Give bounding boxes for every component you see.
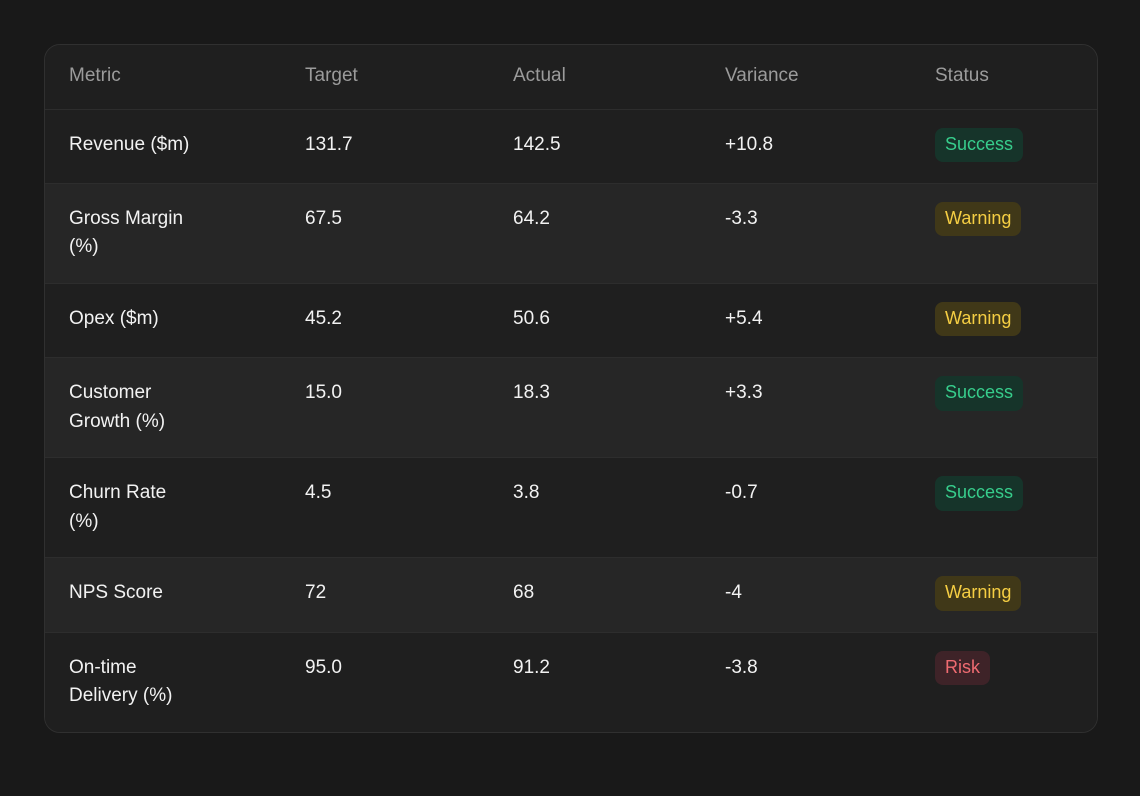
target-value: 4.5 [305, 482, 332, 504]
table-row: Churn Rate (%) 4.5 3.8 -0.7 Success [45, 457, 1097, 558]
status-badge: Success [935, 376, 1024, 411]
column-header-variance: Variance [701, 45, 911, 109]
status-badge: Success [935, 476, 1024, 511]
variance-value: -0.7 [725, 482, 758, 504]
target-value: 15.0 [305, 382, 342, 404]
table-row: Opex ($m) 45.2 50.6 +5.4 Warning [45, 283, 1097, 358]
metrics-table-card: Metric Target Actual Variance Status Rev… [44, 44, 1098, 733]
actual-value: 50.6 [513, 307, 550, 329]
table-row: NPS Score 72 68 -4 Warning [45, 557, 1097, 633]
column-header-metric: Metric [45, 45, 281, 109]
metric-name: NPS Score [69, 582, 163, 604]
actual-value: 18.3 [513, 382, 550, 404]
status-badge: Warning [935, 576, 1022, 611]
table-row: Gross Margin (%) 67.5 64.2 -3.3 Warning [45, 183, 1097, 284]
status-badge: Warning [935, 201, 1022, 237]
variance-value: +10.8 [725, 133, 774, 155]
metric-name: Gross Margin (%) [69, 207, 184, 258]
actual-value: 91.2 [513, 656, 550, 678]
metric-name: Customer Growth (%) [69, 382, 166, 432]
variance-value: -3.8 [725, 656, 758, 678]
metric-name: On-time Delivery (%) [69, 656, 173, 707]
table-row: Customer Growth (%) 15.0 18.3 +3.3 Succe… [45, 357, 1097, 458]
column-header-target: Target [281, 45, 489, 109]
actual-value: 64.2 [513, 207, 550, 229]
metric-name: Churn Rate (%) [69, 482, 167, 532]
variance-value: +3.3 [725, 382, 763, 404]
metric-name: Opex ($m) [69, 307, 159, 329]
target-value: 72 [305, 582, 327, 604]
status-badge: Success [935, 127, 1024, 162]
actual-value: 68 [513, 582, 535, 604]
table-row: On-time Delivery (%) 95.0 91.2 -3.8 Risk [45, 632, 1097, 732]
column-header-actual: Actual [489, 45, 701, 109]
target-value: 131.7 [305, 133, 353, 155]
status-badge: Risk [935, 650, 990, 686]
metric-name: Revenue ($m) [69, 133, 190, 155]
target-value: 67.5 [305, 207, 342, 229]
variance-value: -3.3 [725, 207, 758, 229]
table-row: Revenue ($m) 131.7 142.5 +10.8 Success [45, 109, 1097, 184]
metrics-table: Metric Target Actual Variance Status Rev… [45, 45, 1097, 732]
status-badge: Warning [935, 301, 1022, 337]
column-header-status: Status [911, 45, 1097, 109]
actual-value: 3.8 [513, 482, 540, 504]
target-value: 45.2 [305, 307, 342, 329]
variance-value: +5.4 [725, 307, 763, 329]
variance-value: -4 [725, 582, 742, 604]
actual-value: 142.5 [513, 133, 561, 155]
table-header-row: Metric Target Actual Variance Status [45, 45, 1097, 109]
target-value: 95.0 [305, 656, 342, 678]
